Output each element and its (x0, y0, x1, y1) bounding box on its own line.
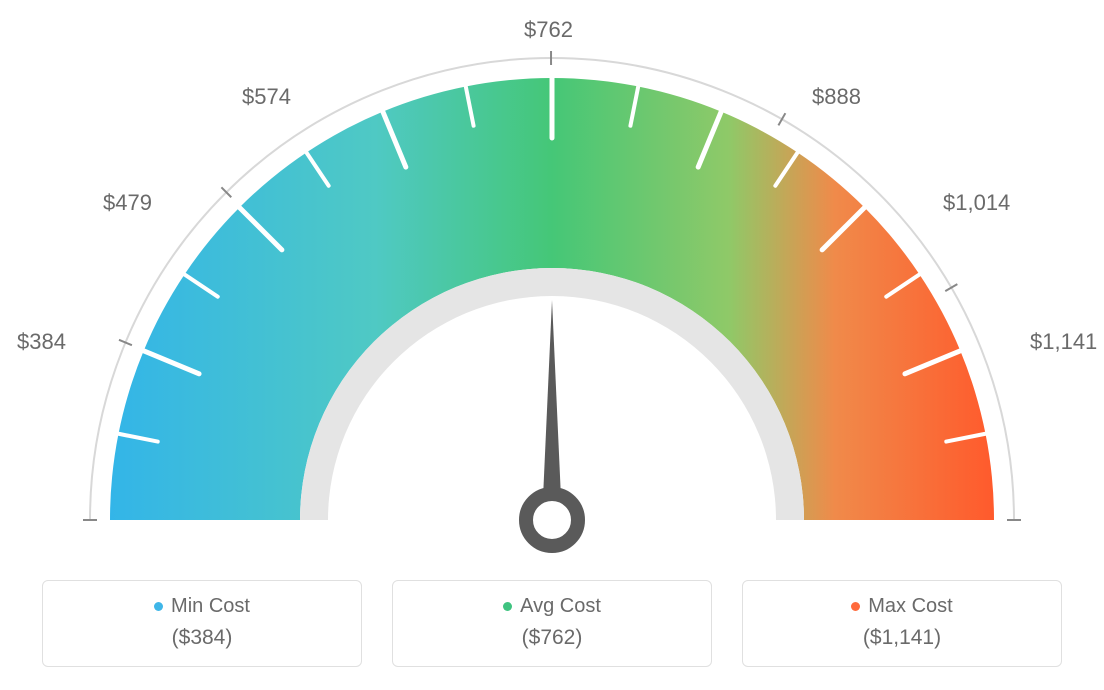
gauge-tick-label: $384 (17, 329, 66, 355)
cost-gauge: $384 $479 $574 $762 $888 $1,014 $1,141 (0, 0, 1104, 560)
legend-min-value: ($384) (43, 626, 361, 650)
gauge-tick-label: $1,141 (1030, 329, 1097, 355)
gauge-tick-label: $574 (242, 84, 291, 110)
gauge-tick-label: $762 (524, 17, 573, 43)
gauge-tick-label: $888 (812, 84, 861, 110)
legend-avg-card: Avg Cost ($762) (392, 580, 712, 667)
gauge-svg (0, 0, 1104, 560)
legend-avg-value: ($762) (393, 626, 711, 650)
legend-max-value: ($1,141) (743, 626, 1061, 650)
legend-max-title: Max Cost (851, 595, 952, 618)
gauge-tick-label: $1,014 (943, 190, 1010, 216)
legend-avg-title: Avg Cost (503, 595, 601, 618)
legend-max-card: Max Cost ($1,141) (742, 580, 1062, 667)
legend-min-title: Min Cost (154, 595, 250, 618)
legend-min-card: Min Cost ($384) (42, 580, 362, 667)
legend-row: Min Cost ($384) Avg Cost ($762) Max Cost… (0, 580, 1104, 667)
gauge-tick-label: $479 (103, 190, 152, 216)
